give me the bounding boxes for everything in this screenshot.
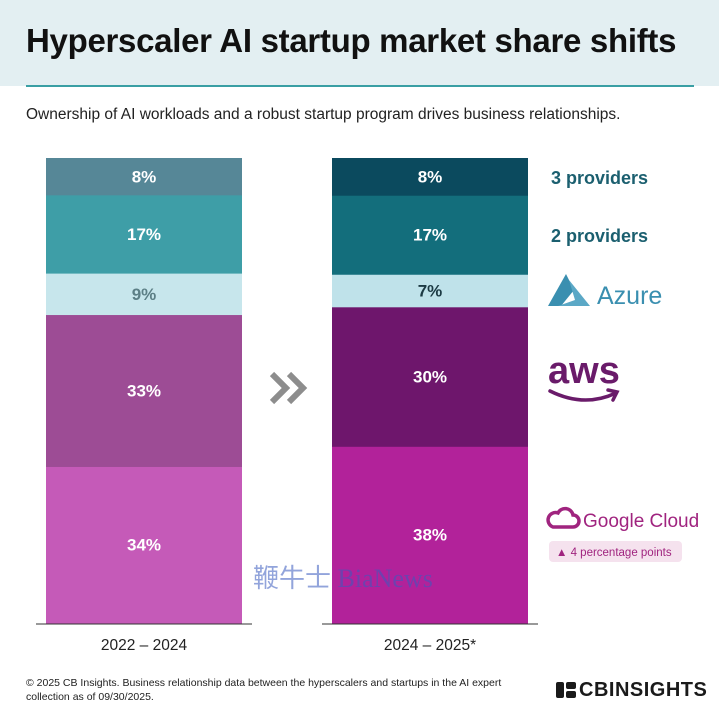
data-label-2-providers-2: 17% xyxy=(413,226,447,245)
page-title: Hyperscaler AI startup market share shif… xyxy=(26,22,677,59)
title-divider xyxy=(26,85,694,87)
change-badge-label: ▲ 4 percentage points xyxy=(556,547,672,559)
double-chevron-icon xyxy=(269,371,308,405)
bar-segment-azure-2 xyxy=(332,274,528,308)
bar-segment-aws-1 xyxy=(46,314,242,467)
data-label-google-cloud-2: 38% xyxy=(413,526,447,545)
data-label-3-providers-1: 8% xyxy=(132,167,157,186)
footnote: © 2025 CB Insights. Business relationshi… xyxy=(26,677,502,703)
page-subtitle: Ownership of AI workloads and a robust s… xyxy=(26,106,621,123)
category-label-2: 2024 – 2025* xyxy=(384,637,476,654)
data-label-2-providers-1: 17% xyxy=(127,225,161,244)
data-label-aws-1: 33% xyxy=(127,382,161,401)
brand-name: CBINSIGHTS xyxy=(579,679,708,701)
legend-three-providers: 3 providers xyxy=(551,168,648,188)
aws-smile-icon xyxy=(548,388,620,402)
cbinsights-mark-icon xyxy=(556,682,576,698)
bar-segment-2-providers-2 xyxy=(332,195,528,275)
bar-segment-google-cloud-1 xyxy=(46,466,242,624)
header-band xyxy=(0,0,719,86)
legend-aws: aws xyxy=(548,350,620,392)
watermark: 鞭牛士 BiaNews xyxy=(253,564,433,593)
data-label-azure-2: 7% xyxy=(418,282,443,301)
brand-logo: CBINSIGHTS xyxy=(556,679,707,702)
change-badge xyxy=(549,541,682,562)
category-label-1: 2022 – 2024 xyxy=(101,637,188,654)
google-cloud-icon xyxy=(546,506,581,529)
data-label-azure-1: 9% xyxy=(132,285,157,304)
bar-segment-aws-2 xyxy=(332,306,528,447)
data-label-aws-2: 30% xyxy=(413,368,447,387)
bar-segment-azure-1 xyxy=(46,273,242,316)
bar-segment-2-providers-1 xyxy=(46,194,242,274)
bar-segment-3-providers-1 xyxy=(46,158,242,196)
bar-segment-google-cloud-2 xyxy=(332,446,528,624)
legend-azure: Azure xyxy=(597,282,662,310)
azure-logo-icon xyxy=(548,274,590,306)
bar-segment-3-providers-2 xyxy=(332,158,528,196)
data-label-3-providers-2: 8% xyxy=(418,168,443,187)
legend-google-cloud: Google Cloud xyxy=(583,511,699,532)
data-label-google-cloud-1: 34% xyxy=(127,536,161,555)
legend-two-providers: 2 providers xyxy=(551,226,648,246)
